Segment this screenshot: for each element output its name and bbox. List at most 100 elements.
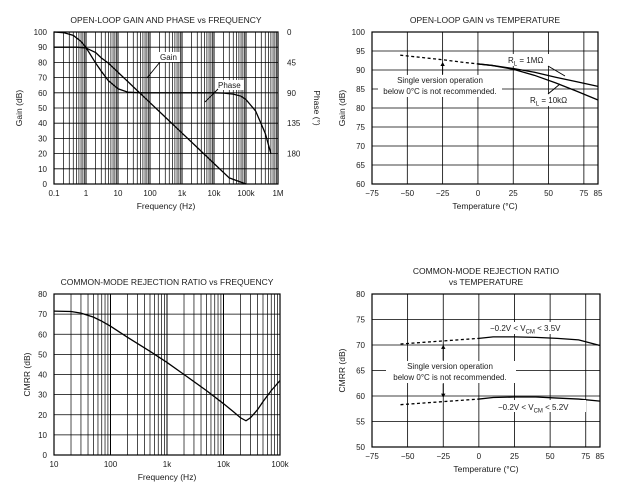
series-line-dashed <box>400 398 479 406</box>
series-1 <box>400 396 601 406</box>
series-line <box>54 46 247 185</box>
x-tick-label: 100 <box>143 189 157 198</box>
x-tick-label: −75 <box>365 189 379 198</box>
y-tick-label: 80 <box>38 290 47 299</box>
x-axis-label: Frequency (Hz) <box>137 201 196 211</box>
phase-label: Phase <box>218 81 241 90</box>
label-backdrop <box>378 75 502 97</box>
y-axis-label: CMRR (dB) <box>337 348 347 392</box>
x-tick-label: 10k <box>217 460 231 469</box>
series-line-dashed <box>400 54 479 65</box>
series-line <box>478 396 601 402</box>
x-tick-label: 1k <box>178 189 187 198</box>
x-tick-label: 85 <box>596 452 605 461</box>
x-tick-label: 1M <box>272 189 283 198</box>
y-tick-label: 40 <box>38 119 47 128</box>
label-backdrop <box>505 54 553 66</box>
y-tick-label: 90 <box>38 43 47 52</box>
label-backdrop <box>488 322 576 334</box>
x-tick-label: 10 <box>114 189 123 198</box>
label-backdrop <box>527 94 577 106</box>
arrow-head <box>440 62 445 66</box>
label-backdrop <box>386 361 516 383</box>
series-label: RL = 1MΩ <box>508 56 543 68</box>
x-axis-label: Temperature (°C) <box>453 464 518 474</box>
x-tick-label: 0 <box>477 452 482 461</box>
leader-line <box>204 88 219 103</box>
y-tick-label: 40 <box>38 371 47 380</box>
y-axis-label: CMRR (dB) <box>22 352 32 396</box>
y-tick-label: 85 <box>356 85 365 94</box>
x-tick-label: −50 <box>401 452 415 461</box>
leader-line <box>146 61 161 79</box>
y-tick-label: 30 <box>38 391 47 400</box>
note-line-2: below 0°C is not recommended. <box>393 373 506 382</box>
y-tick-label: 60 <box>356 392 365 401</box>
y-tick-label: 70 <box>38 74 47 83</box>
series-1 <box>477 63 599 101</box>
y2-tick-label: 90 <box>287 89 296 98</box>
x-axis-label: Temperature (°C) <box>452 201 517 211</box>
series-line <box>53 31 272 154</box>
x-tick-label: 85 <box>594 189 603 198</box>
chart-4: 50 55 60 65 70 75 80 −75 −50 −25 0 25 50 75 85 Temperat… <box>337 266 605 474</box>
series-label: −0.2V < VCM < 3.5V <box>490 324 561 336</box>
x-tick-label: 1k <box>163 460 172 469</box>
x-tick-label: 50 <box>544 189 553 198</box>
y-tick-label: 60 <box>38 89 47 98</box>
label-backdrop <box>158 52 180 62</box>
plot-frame <box>53 293 281 456</box>
y2-tick-label: 180 <box>287 150 301 159</box>
y-tick-label: 0 <box>43 451 48 460</box>
x-tick-label: 0 <box>476 189 481 198</box>
y-tick-label: 20 <box>38 411 47 420</box>
y-tick-label: 50 <box>38 350 47 359</box>
y-tick-label: 50 <box>356 443 365 452</box>
y-tick-label: 10 <box>38 431 47 440</box>
y-tick-label: 75 <box>356 123 365 132</box>
y-axis-label: Gain (dB) <box>337 90 347 127</box>
note-line-1: Single version operation <box>407 362 493 371</box>
x-tick-label: 10 <box>50 460 59 469</box>
chart-subtitle: vs TEMPERATURE <box>449 277 524 287</box>
y2-tick-label: 45 <box>287 58 296 67</box>
x-tick-label: 25 <box>509 189 518 198</box>
x-tick-label: 25 <box>510 452 519 461</box>
x-tick-label: −50 <box>401 189 415 198</box>
y-tick-label: 65 <box>356 367 365 376</box>
series-label: −0.2V < VCM < 5.2V <box>498 403 569 415</box>
x-tick-label: 75 <box>579 189 588 198</box>
chart-title: OPEN-LOOP GAIN vs TEMPERATURE <box>410 15 561 25</box>
x-tick-label: −25 <box>436 189 450 198</box>
chart-2: 60 65 70 75 80 85 90 95 100 −75 −50 −25 0 25 50 75 85 Tem… <box>337 15 603 211</box>
y-tick-label: 60 <box>38 330 47 339</box>
x-axis-label: Frequency (Hz) <box>138 472 197 482</box>
x-tick-label: 100k <box>237 189 255 198</box>
series-line <box>477 63 599 101</box>
series-label: RL = 10kΩ <box>530 96 567 108</box>
y-tick-label: 90 <box>356 66 365 75</box>
y-tick-label: 80 <box>38 58 47 67</box>
y-tick-label: 20 <box>38 150 47 159</box>
x-tick-label: 10k <box>208 189 222 198</box>
arrow-head <box>441 393 446 398</box>
grid <box>53 293 280 456</box>
y-tick-label: 70 <box>356 142 365 151</box>
label-backdrop <box>496 400 586 412</box>
chart-title: COMMON-MODE REJECTION RATIO <box>413 266 560 276</box>
plot-frame <box>371 31 599 185</box>
y-tick-label: 0 <box>43 180 48 189</box>
plot-frame <box>53 31 279 185</box>
leader-line <box>547 83 561 95</box>
x-tick-label: 100k <box>271 460 289 469</box>
y-tick-label: 70 <box>356 341 365 350</box>
y-tick-label: 55 <box>356 418 365 427</box>
leader-line <box>547 65 566 77</box>
chart-title: OPEN-LOOP GAIN AND PHASE vs FREQUENCY <box>70 15 261 25</box>
gain-label: Gain <box>160 53 177 62</box>
series-0 <box>400 336 601 347</box>
x-tick-label: 100 <box>104 460 118 469</box>
x-tick-label: −25 <box>436 452 450 461</box>
plot-frame <box>371 293 601 448</box>
